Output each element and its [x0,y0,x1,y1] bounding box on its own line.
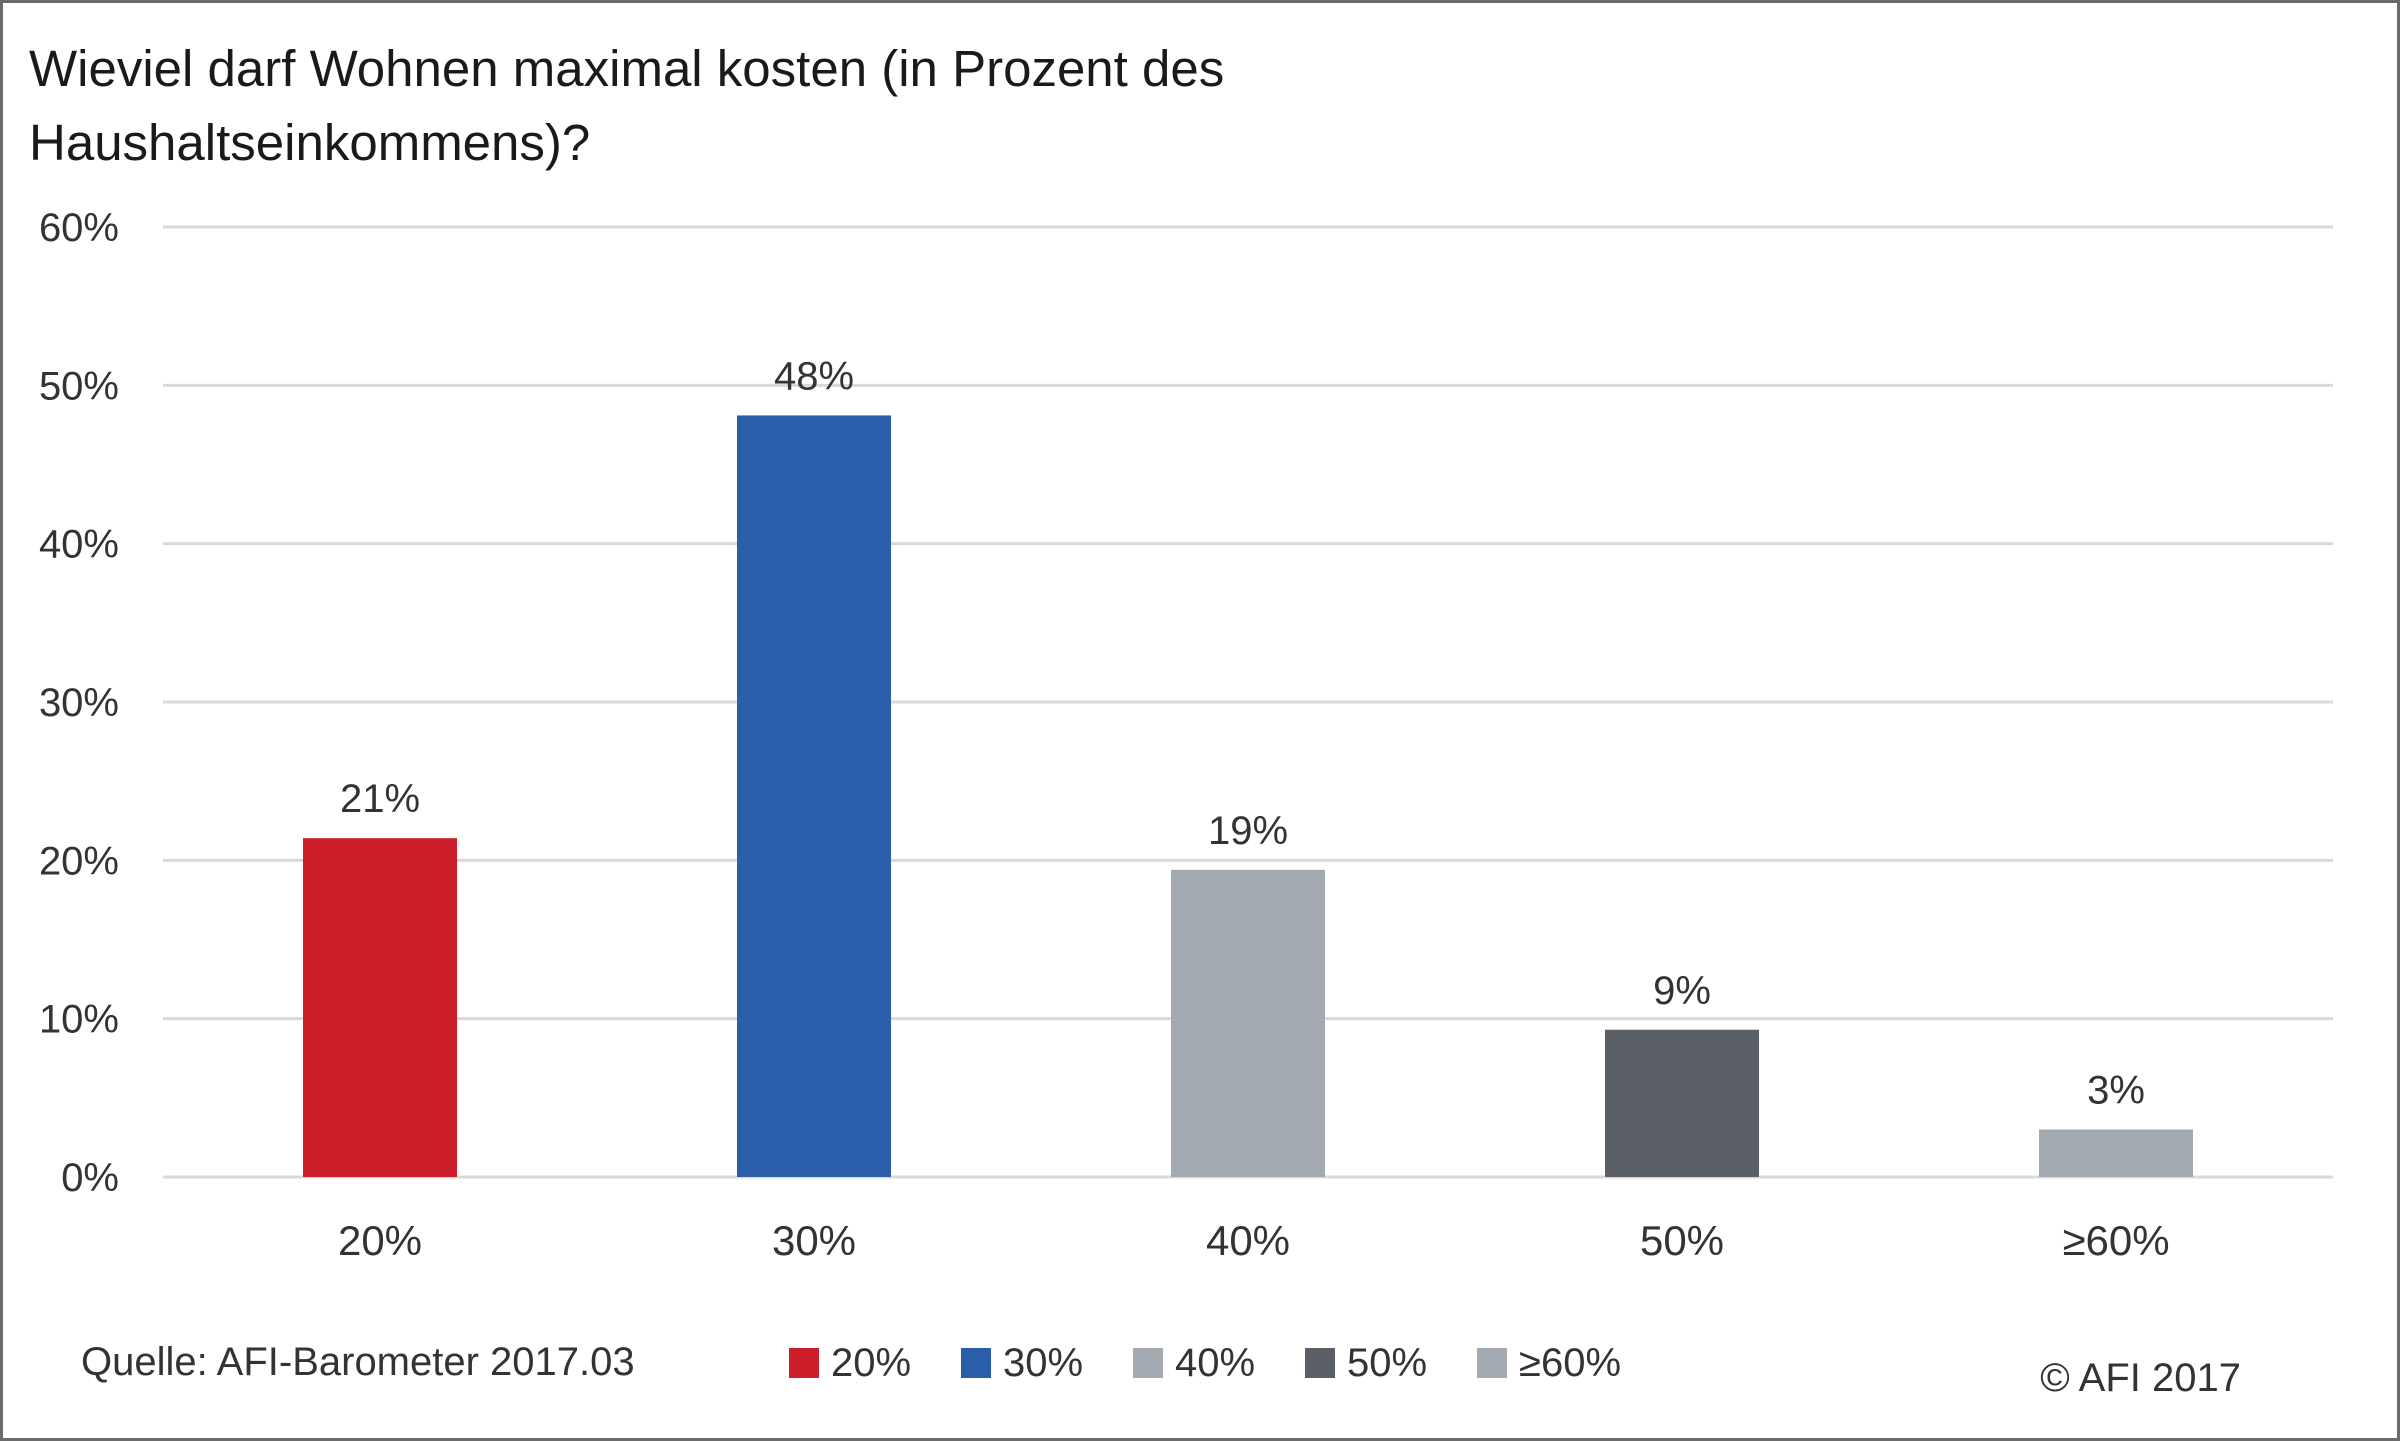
bar-chart: Wieviel darf Wohnen maximal kosten (in P… [29,40,2333,1400]
data-label: 9% [1653,969,1711,1013]
x-category-label: 30% [772,1217,856,1264]
gridlines [163,225,2333,1179]
legend-swatch [1133,1348,1163,1378]
legend-swatch [1477,1348,1507,1378]
x-category-label: ≥60% [2062,1217,2169,1264]
data-label: 3% [2087,1069,2145,1113]
bar [1171,869,1325,1177]
chart-title-line-1: Wieviel darf Wohnen maximal kosten (in P… [29,40,1224,97]
y-tick-label: 30% [39,681,119,725]
copyright-note: © AFI 2017 [2040,1356,2241,1400]
source-note: Quelle: AFI-Barometer 2017.03 [81,1340,635,1384]
x-category-label: 20% [338,1217,422,1264]
chart-title: Wieviel darf Wohnen maximal kosten (in P… [29,40,1224,171]
bar [737,415,891,1178]
data-label: 21% [340,777,420,821]
data-labels: 21% 48% 19% 9% 3% [340,354,2145,1112]
legend-label: ≥60% [1519,1341,1621,1385]
bar [1605,1029,1759,1177]
y-tick-label: 50% [39,364,119,408]
data-label: 19% [1208,809,1288,853]
bars [303,415,2193,1178]
legend-label: 20% [831,1341,911,1385]
y-tick-label: 60% [39,206,119,250]
legend-label: 40% [1175,1341,1255,1385]
legend-swatch [961,1348,991,1378]
y-tick-label: 40% [39,523,119,567]
bar [303,838,457,1177]
y-tick-label: 10% [39,998,119,1042]
y-axis-ticks: 0% 10% 20% 30% 40% 50% 60% [39,206,119,1200]
y-tick-label: 0% [61,1156,119,1200]
x-axis-categories: 20% 30% 40% 50% ≥60% [338,1217,2170,1264]
legend: 20% 30% 40% 50% ≥60% [789,1341,1621,1385]
legend-label: 30% [1003,1341,1083,1385]
chart-title-line-2: Haushaltseinkommens)? [29,114,590,171]
x-category-label: 50% [1640,1217,1724,1264]
data-label: 48% [774,354,854,398]
bar [2039,1129,2193,1177]
legend-label: 50% [1347,1341,1427,1385]
legend-swatch [789,1348,819,1378]
y-tick-label: 20% [39,839,119,883]
legend-swatch [1305,1348,1335,1378]
x-category-label: 40% [1206,1217,1290,1264]
